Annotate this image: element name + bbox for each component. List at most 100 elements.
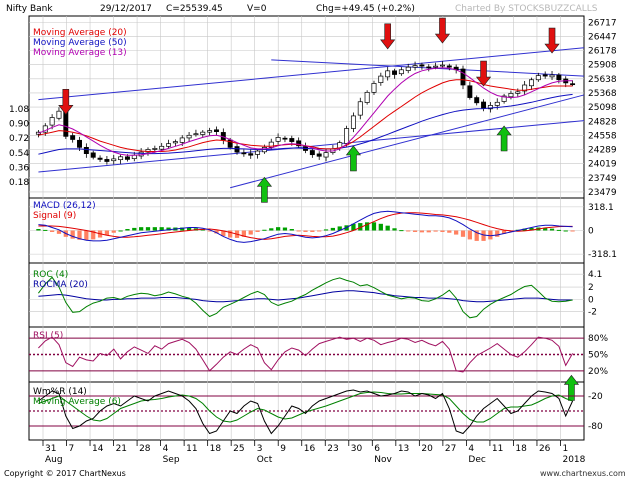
macd-histogram-bar [255, 230, 260, 232]
candle-up [350, 115, 356, 129]
macd-histogram-bar [549, 228, 555, 231]
candlesticks [35, 61, 576, 165]
candle-down [419, 64, 425, 67]
volume-tick-label: 0.72 [9, 134, 29, 144]
buy-arrow [496, 125, 512, 152]
roc-panel [38, 276, 573, 319]
price-tick-label: 25368 [588, 89, 617, 99]
candle-up [166, 143, 172, 147]
candle-up [111, 158, 117, 162]
candle-down [97, 157, 103, 160]
wr-tick-label: -80 [588, 422, 603, 432]
macd-histogram-bar [228, 230, 233, 238]
rsi-tick-label: 20% [588, 367, 608, 377]
candle-up [515, 91, 521, 94]
candle-up [131, 154, 137, 159]
candle-down [467, 85, 473, 98]
candle-up [159, 145, 165, 150]
rsi-line [38, 336, 574, 373]
x-tick-label: 21 [116, 444, 127, 454]
roc-tick-label: 0 [588, 295, 594, 305]
x-tick-label: 13 [398, 444, 409, 454]
sell-arrow [544, 27, 560, 54]
x-tick-label: 23 [327, 444, 338, 454]
macd-histogram-bar [474, 230, 479, 241]
macd-histogram-bar [365, 222, 370, 231]
candle-up [152, 148, 158, 150]
candle-down [426, 66, 432, 69]
candle-down [296, 140, 302, 147]
volume-tick-label: 1.08 [9, 105, 29, 115]
macd-histogram-bar [269, 228, 274, 231]
candle-down [289, 138, 295, 142]
legend-label: Moving Average (50) [33, 38, 127, 48]
macd-histogram-bar [501, 230, 507, 234]
candle-up [186, 134, 192, 139]
candle-down [316, 153, 322, 157]
macd-histogram-bar [132, 227, 137, 231]
legend-label: Wm%R (14) [33, 387, 87, 397]
copyright-text: Copyright © 2017 ChartNexus [4, 469, 126, 478]
macd-histogram-bar [77, 230, 82, 240]
macd-histogram-bar [296, 230, 301, 232]
chartnexus-logo: www.chartnexus.com [540, 469, 626, 478]
macd-histogram-bar [84, 230, 89, 241]
macd-histogram-bar [337, 226, 342, 231]
candle-up [487, 105, 493, 110]
macd-histogram-bar [351, 223, 356, 231]
candle-down [542, 74, 548, 77]
macd-histogram-bar [317, 230, 322, 232]
legend-label: Signal (9) [33, 211, 76, 221]
change-value: Chg=+49.45 (+0.2%) [316, 4, 415, 14]
candle-down [90, 152, 96, 158]
candle-up [385, 70, 391, 78]
macd-histogram-bar [145, 227, 151, 231]
candle-up [529, 79, 534, 87]
x-tick-label: 25 [233, 444, 244, 454]
macd-histogram-bar [303, 230, 308, 232]
macd-histogram-bar [440, 230, 445, 232]
candle-down [446, 65, 452, 68]
candle-up [179, 137, 185, 143]
legend-label: ROCMA (20) [33, 280, 88, 290]
rocma-line [38, 290, 573, 303]
candle-up [56, 110, 62, 119]
price-tick-label: 24828 [588, 117, 617, 127]
macd-histogram-bar [36, 229, 41, 231]
macd-histogram-bar [412, 230, 418, 232]
roc-tick-label: -2 [588, 308, 597, 318]
x-tick-label: 26 [539, 444, 551, 454]
month-label: 2018 [562, 455, 585, 465]
close-value: C=25539.45 [166, 4, 223, 14]
x-tick-label: 4 [163, 444, 169, 454]
signal-line [38, 212, 573, 240]
chart-grid [29, 16, 584, 440]
buy-arrow [563, 374, 580, 401]
macd-histogram-bar [454, 230, 459, 235]
macd-histogram-bar [330, 227, 336, 231]
macd-histogram-bar [159, 227, 164, 231]
price-tick-label: 25098 [588, 103, 617, 113]
price-tick-label: 25638 [588, 75, 617, 85]
macd-histogram-bar [392, 228, 397, 231]
macd-histogram-bar [289, 229, 294, 231]
macd-histogram-bar [543, 227, 548, 231]
symbol-name: Nifty Bank [6, 4, 53, 14]
macd-histogram-bar [358, 223, 363, 231]
legend-label: Moving Average (6) [33, 397, 121, 407]
candle-up [49, 117, 55, 126]
buy-arrow [256, 176, 273, 203]
volume-tick-label: 0.90 [9, 120, 29, 130]
price-tick-label: 25908 [588, 61, 617, 71]
macd-histogram-bar [70, 230, 75, 239]
macd-histogram-bar [207, 230, 212, 232]
macd-histogram-bar [385, 225, 390, 231]
macd-histogram-bar [310, 230, 315, 232]
candle-down [214, 129, 219, 132]
wr-tick-label: -20 [588, 392, 603, 402]
wr-line [38, 389, 574, 435]
candle-up [42, 125, 48, 133]
candle-down [77, 139, 82, 148]
price-tick-label: 26178 [588, 47, 617, 57]
month-label: Sep [163, 455, 180, 465]
